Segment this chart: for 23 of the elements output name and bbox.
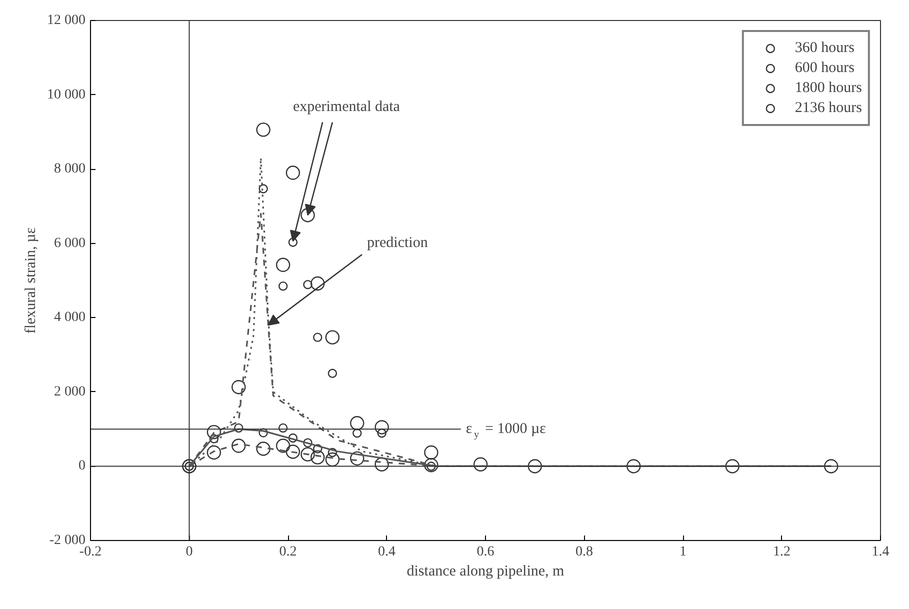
- y-axis-title: flexural strain, µε: [23, 227, 39, 334]
- x-axis-title: distance along pipeline, m: [406, 564, 565, 580]
- x-tick-label: 0.4: [378, 544, 396, 560]
- y-tick-label: 6 000: [54, 236, 86, 251]
- y-tick-label: 12 000: [47, 13, 86, 28]
- x-tick-label: 1: [680, 544, 686, 560]
- y-tick-label: 2 000: [54, 384, 86, 400]
- y-tick-label: 0: [78, 458, 86, 474]
- y-tick-label: 8 000: [54, 162, 86, 177]
- x-tick-label: 0: [186, 544, 193, 560]
- y-tick-label: 4 000: [54, 310, 86, 326]
- x-tick-label: 0.8: [576, 544, 593, 560]
- legend-label: 1800 hours: [794, 80, 862, 96]
- annotation: experimental data: [292, 98, 400, 115]
- legend-label: 360 hours: [794, 40, 854, 56]
- legend-label: 600 hours: [794, 60, 854, 76]
- legend-label: 2136 hours: [794, 100, 862, 116]
- x-tick-label: 1.4: [872, 544, 890, 560]
- x-tick-label: 0.2: [279, 544, 297, 560]
- y-tick-label: 10 000: [47, 87, 86, 102]
- x-tick-label: 0.6: [476, 544, 494, 560]
- x-tick-label: 1.2: [773, 544, 790, 560]
- annotation: prediction: [367, 234, 428, 251]
